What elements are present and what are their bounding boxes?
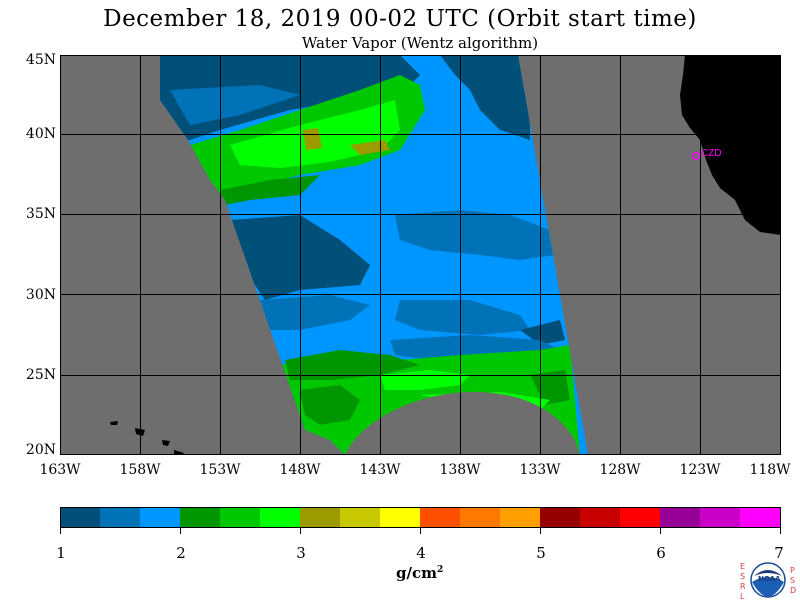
lon-label-143w: 143W xyxy=(359,462,401,478)
colorbar-tick-4: 4 xyxy=(416,544,426,562)
map-border xyxy=(60,55,781,455)
hawaii-island-1 xyxy=(110,421,118,425)
map-grid xyxy=(60,55,781,455)
station-marker xyxy=(691,151,701,161)
colorbar-tick-1: 1 xyxy=(56,544,66,562)
hawaii-island-4 xyxy=(174,450,184,455)
map-title: December 18, 2019 00-02 UTC (Orbit start… xyxy=(103,6,697,32)
colorbar-tick-6: 6 xyxy=(656,544,666,562)
colorbar-tick-5: 5 xyxy=(536,544,546,562)
lat-label-20n: 20N xyxy=(25,442,56,458)
colorbar-tick-2: 2 xyxy=(176,544,186,562)
swath-gap xyxy=(345,391,580,455)
lat-label-40n: 40N xyxy=(25,126,56,142)
lon-label-148w: 148W xyxy=(279,462,321,478)
coastline-land xyxy=(680,55,781,235)
lon-label-158w: 158W xyxy=(119,462,161,478)
lat-label-45n: 45N xyxy=(25,52,56,68)
lon-label-153w: 153W xyxy=(199,462,241,478)
hawaii-island-3 xyxy=(162,440,170,446)
station-label: CZD xyxy=(701,148,722,159)
lat-label-30n: 30N xyxy=(25,287,56,303)
lon-label-128w: 128W xyxy=(599,462,641,478)
colorbar-tick-7: 7 xyxy=(774,544,784,562)
lon-label-133w: 133W xyxy=(519,462,561,478)
lat-label-25n: 25N xyxy=(25,367,56,383)
map-subtitle: Water Vapor (Wentz algorithm) xyxy=(301,34,539,52)
colorbar-units: g/cm2 xyxy=(396,564,444,582)
lon-label-138w: 138W xyxy=(439,462,481,478)
lon-label-163w: 163W xyxy=(39,462,81,478)
lon-label-118w: 118W xyxy=(749,462,791,478)
colorbar-tick-3: 3 xyxy=(296,544,306,562)
logo-noaa-text: NOAA xyxy=(758,575,781,583)
lat-label-35n: 35N xyxy=(25,206,56,222)
lon-label-123w: 123W xyxy=(679,462,721,478)
